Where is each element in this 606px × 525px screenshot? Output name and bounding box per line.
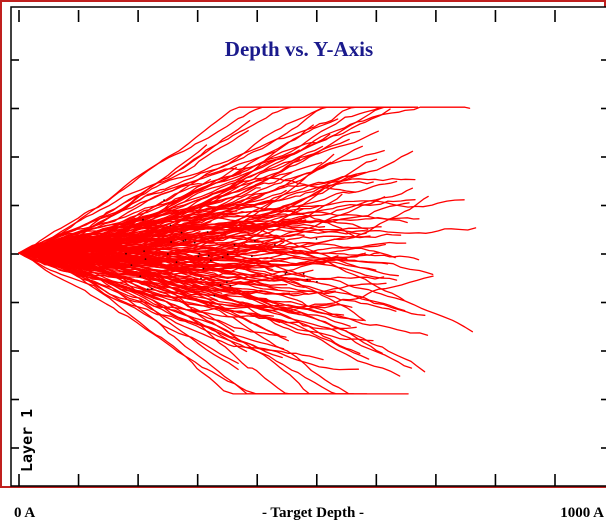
trajectory-line <box>18 250 339 272</box>
trajectory-line <box>18 158 378 255</box>
collision-dot <box>200 277 202 280</box>
trajectory-line <box>18 181 374 255</box>
x-tick-label-start: 0 A <box>14 505 35 521</box>
x-axis-label: - Target Depth - <box>262 505 364 521</box>
collision-dot <box>221 256 224 259</box>
collision-dot <box>226 281 228 284</box>
trajectory-line <box>18 252 210 307</box>
trajectory-line <box>18 145 324 254</box>
collision-dot <box>306 278 309 281</box>
collision-dot <box>316 280 318 283</box>
collision-dot <box>274 244 276 246</box>
collision-dot <box>285 271 288 274</box>
collision-dot <box>193 241 196 244</box>
trajectory-group <box>18 106 477 395</box>
trajectory-line <box>18 252 357 330</box>
collision-dot <box>139 275 142 278</box>
trajectory-line <box>18 252 345 316</box>
collision-dot <box>198 252 201 255</box>
collision-dot <box>175 261 178 264</box>
collision-dot <box>180 231 183 234</box>
trajectory-line <box>18 217 420 255</box>
collision-dot <box>146 288 149 290</box>
collision-dot <box>209 259 212 262</box>
collision-dot <box>182 240 185 242</box>
collision-dot <box>202 267 205 270</box>
collision-dot <box>150 287 153 290</box>
x-tick-label-end: 1000 A <box>560 505 604 521</box>
trajectory-line <box>18 171 367 258</box>
collision-dot <box>226 253 229 256</box>
trajectory-line <box>18 106 397 254</box>
collision-dot <box>206 231 209 233</box>
collision-dot <box>233 244 236 246</box>
collision-dot <box>142 218 144 221</box>
trajectory-line <box>18 252 348 264</box>
collision-dot <box>197 255 200 258</box>
trajectory-line <box>18 106 311 254</box>
collision-dot <box>284 273 287 275</box>
collision-dot <box>170 241 173 243</box>
collision-dot <box>144 258 147 260</box>
trajectory-line <box>18 252 429 336</box>
collision-dot <box>251 255 253 258</box>
trajectory-line <box>18 252 314 287</box>
axis-ticks <box>11 10 606 486</box>
trajectory-line <box>18 130 361 257</box>
trajectory-line <box>18 240 366 322</box>
collision-dot <box>213 294 216 297</box>
collision-dot <box>207 254 210 257</box>
trajectory-line <box>18 241 407 270</box>
trajectory-line <box>18 252 239 364</box>
trajectory-line <box>18 106 416 254</box>
trajectory-line <box>18 106 413 254</box>
chart-title: Depth vs. Y-Axis <box>225 37 373 61</box>
trajectory-line <box>18 106 471 254</box>
collision-dot <box>125 252 127 255</box>
collision-dot <box>163 199 166 202</box>
collision-dot <box>219 284 222 287</box>
collision-dot <box>169 224 172 227</box>
collision-dot <box>254 240 256 242</box>
collision-dot <box>143 250 146 253</box>
collision-dot <box>229 284 232 287</box>
collision-dot <box>302 272 305 275</box>
collision-dot <box>167 253 169 255</box>
layer-label: Layer 1 <box>18 409 36 472</box>
trajectory-line <box>18 151 276 254</box>
trajectory-line <box>18 252 409 395</box>
collision-dot <box>315 238 318 240</box>
collision-dot <box>184 239 187 241</box>
collision-dot <box>130 264 133 266</box>
trajectory-line <box>18 252 287 395</box>
